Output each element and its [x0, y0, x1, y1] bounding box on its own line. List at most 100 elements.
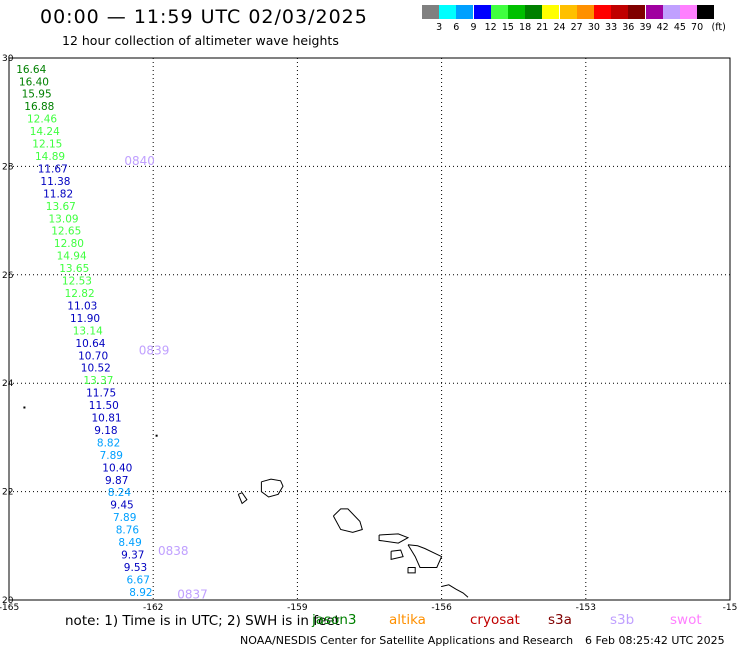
- wave-height-label: 14.94: [57, 251, 87, 263]
- legend-swatch: [525, 5, 543, 19]
- footer-credit: NOAA/NESDIS Center for Satellite Applica…: [240, 634, 574, 647]
- island-outline: [407, 567, 416, 574]
- island-speck: [155, 434, 158, 437]
- legend-swatch: [508, 5, 525, 19]
- wave-height-label: 12.82: [65, 288, 95, 300]
- time-label: 0838: [158, 544, 189, 558]
- legend-label: 33: [605, 22, 618, 33]
- island-outline: [237, 492, 248, 505]
- island-outline: [378, 533, 410, 544]
- axis-tick-labels: -165 -162 -159 -156 -153 -15 30 28 26 24 22 20: [0, 54, 737, 613]
- wave-height-label: 14.24: [30, 126, 60, 138]
- wave-height-label: 10.70: [78, 350, 108, 362]
- legend-label: 45: [673, 22, 686, 33]
- legend-swatch: [473, 5, 491, 19]
- y-tick-label: 20: [2, 596, 14, 606]
- wave-height-label: 11.75: [86, 388, 116, 400]
- island-outline: [407, 544, 443, 568]
- legend-swatch: [559, 5, 577, 19]
- wave-height-label: 15.95: [22, 89, 52, 101]
- legend-label: 9: [470, 22, 477, 33]
- map-title: 00:00 — 11:59 UTC 02/03/2025: [40, 6, 368, 28]
- island-speck: [23, 406, 26, 409]
- legend-swatch: [490, 5, 508, 19]
- map-grid: [8, 57, 731, 601]
- wave-height-label: 12.80: [54, 238, 84, 250]
- footer-note: note: 1) Time is in UTC; 2) SWH is in fe…: [65, 613, 340, 629]
- x-tick-label: -162: [143, 603, 163, 613]
- legend-label: 42: [656, 22, 669, 33]
- wave-height-label: 8.49: [118, 537, 141, 549]
- legend-label: 15: [501, 22, 514, 33]
- legend-label: 21: [536, 22, 549, 33]
- y-tick-label: 28: [2, 162, 14, 172]
- wave-height-label: 13.65: [59, 263, 89, 275]
- wave-height-label: 16.64: [16, 64, 46, 76]
- wave-height-label: 9.87: [105, 475, 128, 487]
- legend-swatch: [439, 5, 457, 19]
- wave-height-label: 12.15: [32, 139, 62, 151]
- legend-swatch: [594, 5, 611, 19]
- wave-height-label: 11.90: [70, 313, 100, 325]
- time-label: 0837: [177, 588, 208, 602]
- legend-swatch: [628, 5, 646, 19]
- legend-label: 12: [484, 22, 497, 33]
- wave-height-label: 11.67: [38, 164, 68, 176]
- legend-swatch: [645, 5, 663, 19]
- wave-height-label: 13.37: [83, 375, 113, 387]
- wave-height-label: 6.67: [127, 574, 150, 586]
- y-tick-label: 24: [2, 379, 14, 389]
- legend-swatch: [576, 5, 594, 19]
- satellite-label-jason3: jason3: [312, 612, 357, 628]
- hawaii-coastline: [23, 406, 469, 598]
- wave-height-label: 7.89: [100, 450, 123, 462]
- satellite-label-swot: swot: [670, 612, 702, 628]
- wave-height-label: 11.50: [89, 400, 119, 412]
- legend-label: 6: [453, 22, 460, 33]
- legend-label: 18: [519, 22, 532, 33]
- x-tick-label: -15: [723, 603, 738, 613]
- wave-height-label: 16.40: [19, 76, 49, 88]
- time-label: 0840: [124, 154, 155, 168]
- wave-height-label: 12.46: [27, 114, 57, 126]
- wave-height-label: 10.40: [102, 462, 132, 474]
- wave-height-label: 12.65: [51, 226, 81, 238]
- map-subtitle: 12 hour collection of altimeter wave hei…: [62, 33, 339, 48]
- wave-height-label: 14.89: [35, 151, 65, 163]
- legend-unit: (ft): [711, 22, 726, 33]
- wave-height-label: 13.67: [46, 201, 76, 213]
- legend-swatch: [697, 5, 715, 19]
- island-outline: [441, 584, 469, 598]
- wave-height-label: 8.76: [116, 525, 140, 537]
- wave-height-label: 8.92: [129, 587, 152, 599]
- wave-height-label: 11.03: [67, 300, 97, 312]
- wave-height-label: 9.18: [94, 425, 117, 437]
- legend-label: 24: [553, 22, 566, 33]
- wave-height-label: 13.14: [73, 325, 103, 337]
- legend-label: 3: [436, 22, 443, 33]
- wave-height-label: 11.38: [40, 176, 70, 188]
- wave-height-label: 10.64: [75, 338, 105, 350]
- legend-swatch: [662, 5, 680, 19]
- legend-swatch: [542, 5, 560, 19]
- satellite-label-s3b: s3b: [610, 612, 635, 628]
- legend-label: 39: [639, 22, 652, 33]
- legend-swatch: [456, 5, 474, 19]
- satellite-label-cryosat: cryosat: [470, 612, 520, 628]
- wave-height-labels: 16.6416.4015.9516.8812.4614.2412.1514.89…: [16, 64, 152, 599]
- y-tick-label: 30: [2, 54, 14, 64]
- wave-height-label: 8.24: [108, 487, 132, 499]
- y-tick-label: 26: [2, 271, 14, 281]
- x-tick-label: -165: [0, 603, 19, 613]
- wave-height-label: 16.88: [24, 101, 54, 113]
- footer-date: 6 Feb 08:25:42 UTC 2025: [585, 634, 725, 647]
- y-tick-label: 22: [2, 488, 13, 498]
- satellite-label-s3a: s3a: [548, 612, 572, 628]
- x-tick-label: -156: [431, 603, 452, 613]
- wave-height-label: 9.37: [121, 550, 144, 562]
- x-tick-label: -153: [576, 603, 596, 613]
- wave-height-label: 9.45: [110, 500, 133, 512]
- satellite-label-altika: altika: [389, 612, 426, 628]
- legend-label: 27: [570, 22, 583, 33]
